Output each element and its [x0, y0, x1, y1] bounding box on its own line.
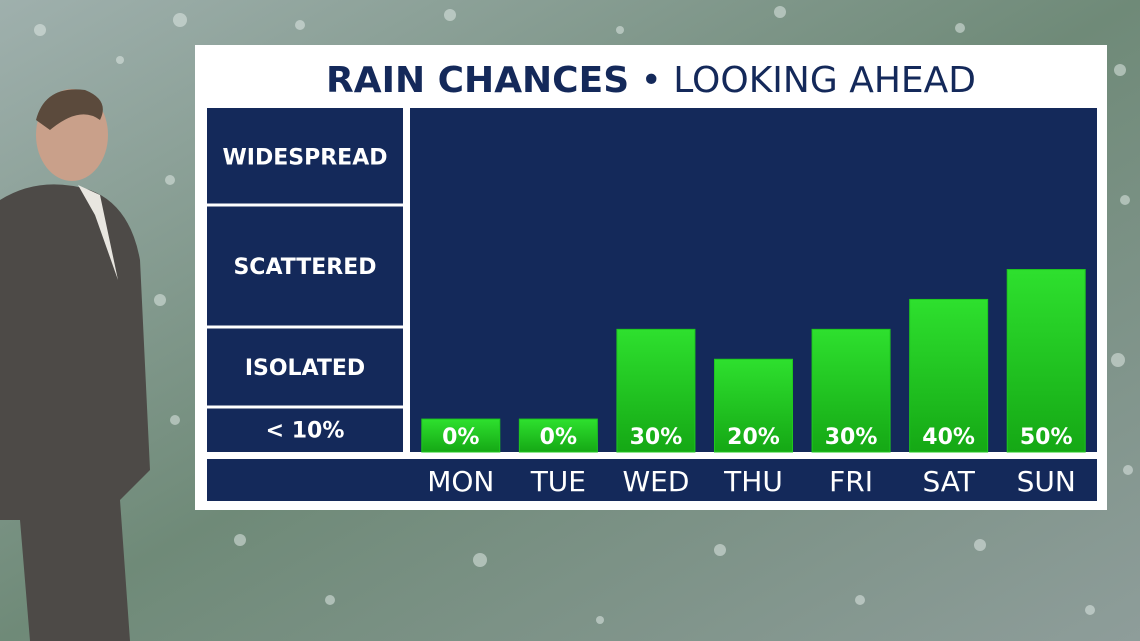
value-label: 40% [922, 425, 975, 450]
x-tick-label: WED [622, 465, 689, 498]
x-tick-label: SUN [1017, 465, 1076, 498]
x-tick-label: MON [427, 465, 494, 498]
presenter [0, 89, 150, 641]
x-tick-label: TUE [530, 465, 586, 498]
x-tick-label: THU [723, 465, 783, 498]
separator: • [629, 60, 673, 101]
band-label: < 10% [266, 419, 345, 444]
band-label: WIDESPREAD [223, 146, 388, 171]
x-tick-label: FRI [829, 465, 873, 498]
value-label: 0% [540, 425, 577, 450]
bar [518, 418, 598, 453]
value-label: 50% [1020, 425, 1073, 450]
band-label: ISOLATED [245, 356, 365, 381]
bar [616, 328, 696, 453]
chart-layer: < 10% ISOLATED SCATTERED WIDESPREAD 0% MON 0% T… [207, 146, 1086, 498]
bar [1006, 269, 1086, 453]
value-label: 30% [825, 425, 878, 450]
value-label: 20% [727, 425, 780, 450]
chart-title: RAIN CHANCES [326, 60, 629, 101]
bar [909, 298, 989, 453]
bar [421, 418, 501, 453]
x-tick-label: SAT [922, 465, 975, 498]
category-row [207, 459, 1097, 501]
band-label: SCATTERED [233, 255, 376, 280]
bar [714, 358, 793, 453]
chart-subtitle: LOOKING AHEAD [673, 60, 976, 101]
value-label: 30% [630, 425, 683, 450]
bar [811, 328, 891, 453]
raindrops [24, 6, 1133, 624]
value-label: 0% [442, 425, 479, 450]
chart-title-group: RAIN CHANCES • LOOKING AHEAD [326, 60, 976, 101]
band-column [207, 108, 403, 452]
